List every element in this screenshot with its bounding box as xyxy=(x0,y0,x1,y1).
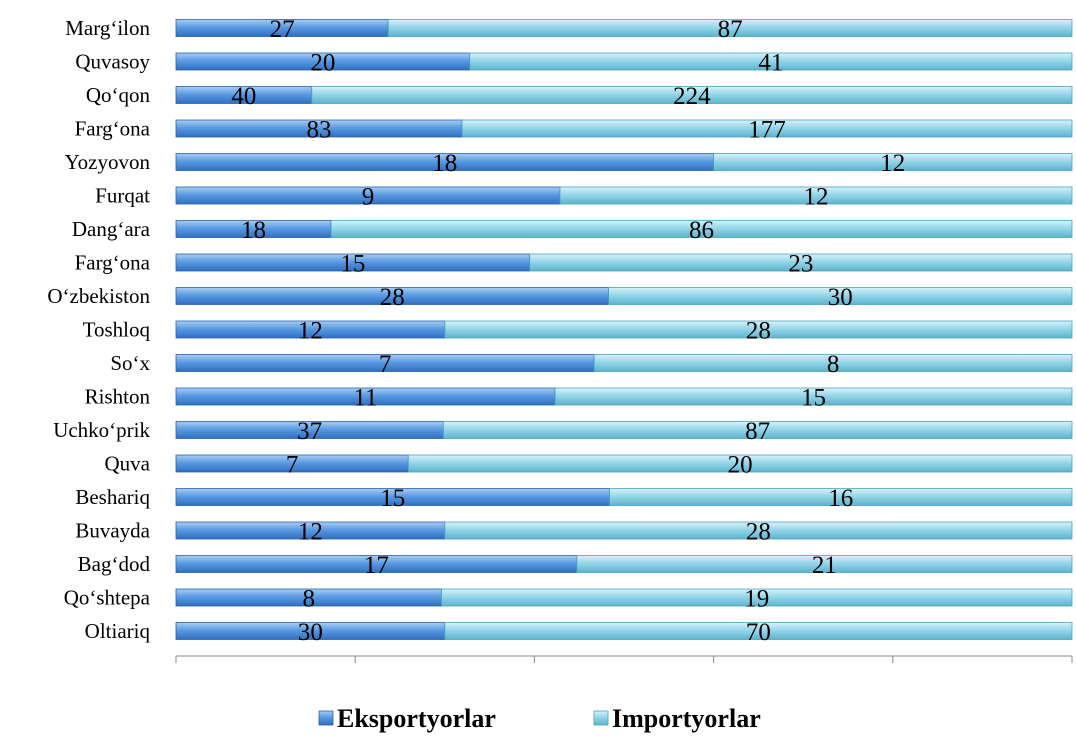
bar-importyorlar xyxy=(554,387,1073,406)
bar-importyorlar xyxy=(330,220,1073,238)
bars-layer xyxy=(175,19,1073,640)
bar-importyorlar xyxy=(593,354,1073,372)
data-label-importyorlar: 15 xyxy=(801,385,826,412)
data-label-eksportyorlar: 15 xyxy=(380,485,405,512)
category-label: Oltiariq xyxy=(85,619,151,643)
category-label: Dang‘ara xyxy=(72,217,151,241)
category-label: Uchko‘prik xyxy=(53,418,150,442)
bar-importyorlar xyxy=(608,287,1073,305)
bar-importyorlar xyxy=(407,454,1073,473)
bar-importyorlar xyxy=(444,521,1073,540)
x-axis xyxy=(175,655,1073,663)
data-label-importyorlar: 8 xyxy=(827,351,840,378)
category-label: O‘zbekiston xyxy=(47,284,150,308)
category-label: Farg‘ona xyxy=(75,251,151,275)
bar-importyorlar xyxy=(387,19,1073,37)
data-label-importyorlar: 23 xyxy=(788,251,813,278)
data-label-importyorlar: 70 xyxy=(746,619,771,646)
legend-swatch-eksportyorlar xyxy=(318,710,334,726)
category-label: Bag‘dod xyxy=(78,552,151,576)
category-label: Quvasoy xyxy=(75,50,150,74)
legend-label-eksportyorlar: Eksportyorlar xyxy=(337,704,496,733)
bar-importyorlar xyxy=(469,52,1073,71)
data-label-eksportyorlar: 20 xyxy=(310,50,335,77)
data-label-importyorlar: 87 xyxy=(745,418,770,445)
bar-importyorlar xyxy=(713,153,1073,171)
legend-swatch-importyorlar xyxy=(593,710,609,726)
data-label-importyorlar: 30 xyxy=(828,284,853,311)
data-label-importyorlar: 20 xyxy=(728,452,753,479)
category-label: Farg‘ona xyxy=(75,117,151,141)
category-label: Furqat xyxy=(95,184,150,208)
data-label-importyorlar: 41 xyxy=(758,50,783,77)
data-label-eksportyorlar: 30 xyxy=(298,619,323,646)
data-label-importyorlar: 12 xyxy=(880,150,905,177)
bar-importyorlar xyxy=(444,622,1073,640)
category-labels: Marg‘ilon Quvasoy Qo‘qon Farg‘ona Yozyovon Fu… xyxy=(47,16,150,643)
data-label-eksportyorlar: 17 xyxy=(364,552,389,579)
data-label-importyorlar: 87 xyxy=(718,16,743,43)
data-label-eksportyorlar: 7 xyxy=(286,452,299,479)
data-label-eksportyorlar: 83 xyxy=(307,117,332,144)
bar-importyorlar xyxy=(576,555,1073,573)
data-label-eksportyorlar: 15 xyxy=(340,251,365,278)
bar-importyorlar xyxy=(444,320,1073,339)
data-label-importyorlar: 177 xyxy=(748,117,786,144)
legend-label-importyorlar: Importyorlar xyxy=(612,704,761,733)
data-label-importyorlar: 12 xyxy=(804,184,829,211)
category-label: Quva xyxy=(105,452,151,476)
bar-importyorlar xyxy=(442,421,1073,439)
data-label-eksportyorlar: 9 xyxy=(362,184,375,211)
data-label-eksportyorlar: 27 xyxy=(270,16,295,43)
category-label: Toshloq xyxy=(83,318,151,342)
category-label: Beshariq xyxy=(75,485,150,509)
category-label: Buvayda xyxy=(75,519,150,543)
bar-importyorlar xyxy=(559,186,1073,205)
data-label-eksportyorlar: 18 xyxy=(241,217,266,244)
bar-importyorlar xyxy=(311,86,1073,104)
data-label-eksportyorlar: 12 xyxy=(298,519,323,546)
bar-importyorlar xyxy=(609,488,1073,506)
data-label-eksportyorlar: 37 xyxy=(297,418,322,445)
data-label-eksportyorlar: 28 xyxy=(380,284,405,311)
data-label-importyorlar: 86 xyxy=(689,217,714,244)
category-label: Qo‘shtepa xyxy=(64,586,151,610)
category-label: Rishton xyxy=(85,385,151,409)
data-label-eksportyorlar: 8 xyxy=(302,586,315,613)
category-label: So‘x xyxy=(110,351,150,375)
data-label-eksportyorlar: 40 xyxy=(231,83,256,110)
data-label-importyorlar: 28 xyxy=(746,519,771,546)
bar-importyorlar xyxy=(441,588,1073,607)
legend: Eksportyorlar Importyorlar xyxy=(318,704,761,733)
data-label-eksportyorlar: 7 xyxy=(379,351,392,378)
data-label-importyorlar: 28 xyxy=(746,318,771,345)
data-label-importyorlar: 224 xyxy=(673,83,711,110)
data-label-importyorlar: 21 xyxy=(812,552,837,579)
data-label-eksportyorlar: 18 xyxy=(432,150,457,177)
data-label-eksportyorlar: 11 xyxy=(353,385,377,412)
category-label: Marg‘ilon xyxy=(65,16,150,40)
data-label-importyorlar: 16 xyxy=(828,485,853,512)
data-label-eksportyorlar: 12 xyxy=(298,318,323,345)
category-label: Qo‘qon xyxy=(86,83,151,107)
bar-importyorlar xyxy=(529,253,1073,272)
data-label-importyorlar: 19 xyxy=(744,586,769,613)
bar-importyorlar xyxy=(461,119,1073,138)
category-label: Yozyovon xyxy=(65,150,151,174)
